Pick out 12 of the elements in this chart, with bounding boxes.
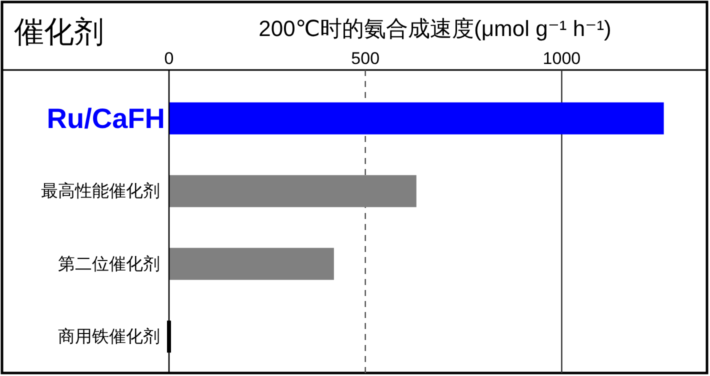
x-tick-label: 1000 bbox=[542, 49, 581, 68]
x-tick-label: 0 bbox=[164, 49, 174, 68]
x-tick-label: 500 bbox=[351, 49, 380, 68]
y-tick-label: Ru/CaFH bbox=[46, 102, 165, 134]
bar bbox=[169, 102, 664, 134]
y-tick-label: 最高性能催化剂 bbox=[41, 182, 160, 201]
bar bbox=[169, 175, 416, 208]
bar bbox=[169, 248, 334, 280]
chart-title: 200℃时的氨合成速度(μmol g⁻¹ h⁻¹) bbox=[258, 16, 612, 41]
y-axis-title: 催化剂 bbox=[14, 16, 104, 49]
y-tick-label: 第二位催化剂 bbox=[58, 254, 160, 274]
y-tick-label: 商用铁催化剂 bbox=[58, 327, 160, 346]
